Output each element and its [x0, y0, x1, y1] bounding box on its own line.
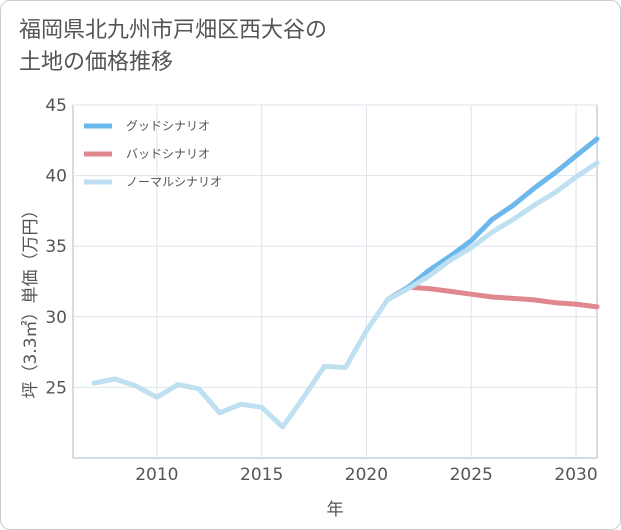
series-line-0 [384, 136, 600, 303]
legend-label-1: バッドシナリオ [126, 147, 210, 161]
series-line-2 [91, 160, 600, 430]
legend-label-2: ノーマルシナリオ [126, 175, 222, 189]
series-line-1 [384, 284, 600, 310]
y-tick-30: 30 [45, 308, 67, 328]
chart-title-line-1: 福岡県北九州市戸畑区西大谷の [19, 18, 328, 43]
x-tick-2030: 2030 [554, 465, 597, 485]
chart-title: 福岡県北九州市戸畑区西大谷の 土地の価格推移 [19, 15, 327, 79]
x-axis-label: 年 [327, 500, 344, 520]
x-tick-2010: 2010 [135, 465, 178, 485]
chart-title-line-2: 土地の価格推移 [19, 50, 174, 75]
y-tick-40: 40 [45, 167, 67, 187]
series-lines [91, 136, 600, 430]
y-tick-25: 25 [45, 378, 67, 398]
axis-ticks: 2010 2015 2020 2025 2030 25 30 35 40 45 [45, 96, 597, 485]
legend-label-0: グッドシナリオ [126, 119, 210, 133]
grid [73, 104, 597, 458]
x-tick-2020: 2020 [345, 465, 388, 485]
y-tick-35: 35 [45, 237, 67, 257]
y-axis-label: 坪（3.3㎡）単価（万円） [21, 201, 41, 398]
y-tick-45: 45 [45, 96, 67, 116]
plot-area [72, 104, 598, 459]
x-tick-2015: 2015 [240, 465, 283, 485]
x-tick-2025: 2025 [450, 465, 493, 485]
